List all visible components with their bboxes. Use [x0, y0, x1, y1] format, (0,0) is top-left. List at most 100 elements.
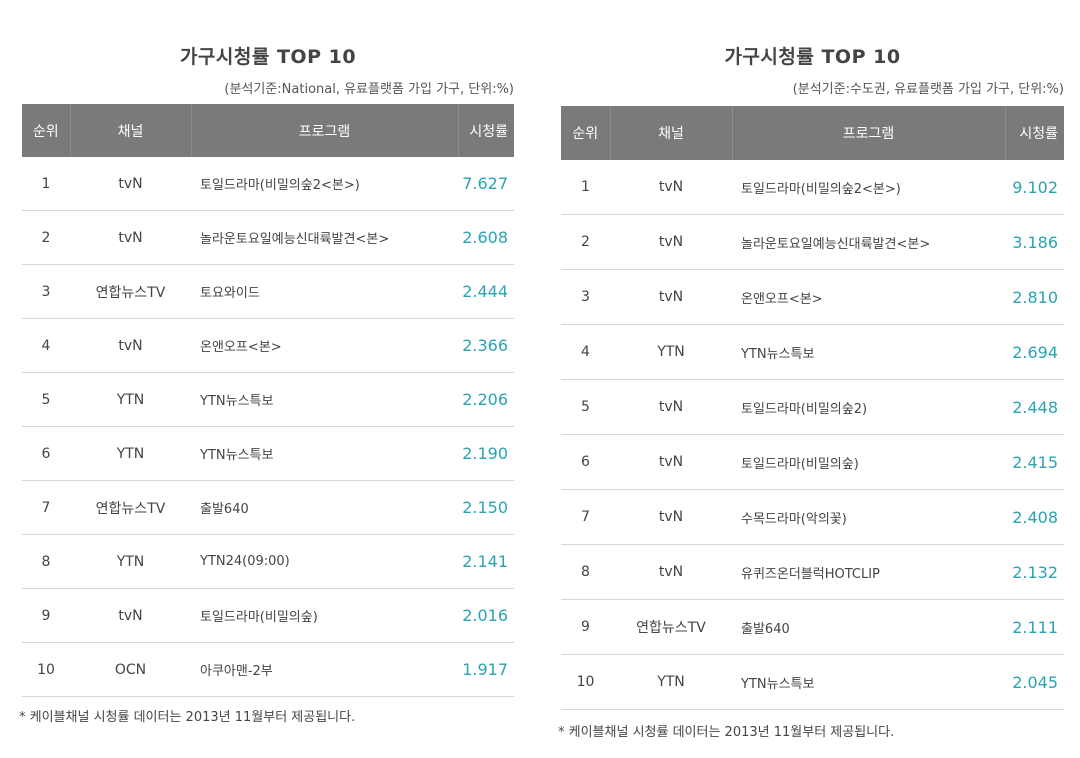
table-row: 7 tvN 수목드라마(악의꽃) 2.408: [561, 489, 1064, 545]
table-row: 5 tvN 토일드라마(비밀의숲2) 2.448: [561, 379, 1064, 435]
table-row: 10 YTN YTN뉴스특보 2.045: [561, 654, 1064, 710]
program-cell: 토일드라마(비밀의숲): [191, 588, 458, 643]
footnote: * 케이블채널 시청률 데이터는 2013년 11월부터 제공됩니다.: [558, 725, 895, 740]
table-row: 10 OCN 아쿠아맨-2부 1.917: [22, 642, 514, 697]
table-row: 6 tvN 토일드라마(비밀의숲) 2.415: [561, 434, 1064, 490]
footnote: * 케이블채널 시청률 데이터는 2013년 11월부터 제공됩니다.: [19, 710, 356, 725]
table-row: 6 YTN YTN뉴스특보 2.190: [22, 426, 514, 481]
program-cell: 출발640: [732, 599, 1005, 655]
rating-cell: 2.444: [458, 264, 514, 319]
channel-cell: tvN: [610, 434, 732, 490]
rating-cell: 2.190: [458, 426, 514, 481]
channel-cell: YTN: [70, 534, 191, 589]
ratings-table: 순위 채널 프로그램 시청률 1 tvN 토일드라마(비밀의숲2<본>) 9.102 2…: [561, 106, 1064, 710]
rating-cell: 2.366: [458, 318, 514, 373]
program-cell: 아쿠아맨-2부: [191, 642, 458, 697]
header-channel: 채널: [70, 104, 192, 157]
channel-cell: tvN: [70, 210, 191, 265]
rank-cell: 3: [561, 269, 610, 325]
channel-cell: tvN: [610, 544, 732, 600]
table-header-row: 순위 채널 프로그램 시청률: [561, 106, 1064, 160]
rating-cell: 2.045: [1005, 654, 1064, 710]
rank-cell: 10: [561, 654, 610, 710]
rating-cell: 2.408: [1005, 489, 1064, 545]
rating-cell: 7.627: [458, 157, 514, 211]
rank-cell: 2: [561, 214, 610, 270]
panel-title: 가구시청률 TOP 10: [179, 46, 357, 68]
program-cell: 출발640: [191, 480, 458, 535]
rank-cell: 1: [22, 157, 70, 211]
header-channel: 채널: [610, 106, 733, 160]
rating-cell: 2.016: [458, 588, 514, 643]
panel-title: 가구시청률 TOP 10: [724, 46, 901, 68]
program-cell: 유퀴즈온더블럭HOTCLIP: [732, 544, 1005, 600]
table-row: 9 연합뉴스TV 출발640 2.111: [561, 599, 1064, 655]
program-cell: 토일드라마(비밀의숲): [732, 434, 1005, 490]
rating-cell: 2.141: [458, 534, 514, 589]
program-cell: YTN뉴스특보: [732, 654, 1005, 710]
ratings-table: 순위 채널 프로그램 시청률 1 tvN 토일드라마(비밀의숲2<본>) 7.627 2…: [22, 104, 514, 697]
rank-cell: 4: [22, 318, 70, 373]
program-cell: YTN24(09:00): [191, 534, 458, 589]
table-row: 4 YTN YTN뉴스특보 2.694: [561, 324, 1064, 380]
rank-cell: 9: [561, 599, 610, 655]
table-row: 8 tvN 유퀴즈온더블럭HOTCLIP 2.132: [561, 544, 1064, 600]
table-header-row: 순위 채널 프로그램 시청률: [22, 104, 514, 157]
program-cell: 토일드라마(비밀의숲2<본>): [191, 157, 458, 211]
panel-subtitle: (분석기준:National, 유료플랫폼 가입 가구, 단위:%): [224, 82, 514, 97]
rank-cell: 7: [22, 480, 70, 535]
rating-cell: 2.132: [1005, 544, 1064, 600]
channel-cell: 연합뉴스TV: [610, 599, 732, 655]
channel-cell: tvN: [610, 214, 732, 270]
program-cell: YTN뉴스특보: [191, 372, 458, 427]
rating-cell: 2.448: [1005, 379, 1064, 435]
table-row: 2 tvN 놀라운토요일예능신대륙발견<본> 3.186: [561, 214, 1064, 270]
channel-cell: tvN: [70, 588, 191, 643]
table-row: 9 tvN 토일드라마(비밀의숲) 2.016: [22, 588, 514, 643]
table-row: 3 연합뉴스TV 토요와이드 2.444: [22, 264, 514, 319]
rating-cell: 3.186: [1005, 214, 1064, 270]
channel-cell: YTN: [610, 324, 732, 380]
header-program: 프로그램: [191, 104, 459, 157]
channel-cell: tvN: [70, 318, 191, 373]
header-rating: 시청률: [458, 104, 514, 157]
channel-cell: YTN: [610, 654, 732, 710]
header-program: 프로그램: [732, 106, 1006, 160]
rating-cell: 2.111: [1005, 599, 1064, 655]
table-row: 1 tvN 토일드라마(비밀의숲2<본>) 7.627: [22, 157, 514, 211]
channel-cell: tvN: [610, 160, 732, 215]
rank-cell: 4: [561, 324, 610, 380]
header-rank: 순위: [22, 104, 71, 157]
rank-cell: 6: [22, 426, 70, 481]
table-row: 5 YTN YTN뉴스특보 2.206: [22, 372, 514, 427]
rating-cell: 1.917: [458, 642, 514, 697]
program-cell: YTN뉴스특보: [191, 426, 458, 481]
rating-cell: 2.206: [458, 372, 514, 427]
rank-cell: 7: [561, 489, 610, 545]
table-row: 7 연합뉴스TV 출발640 2.150: [22, 480, 514, 535]
table-row: 3 tvN 온앤오프<본> 2.810: [561, 269, 1064, 325]
rating-cell: 2.150: [458, 480, 514, 535]
panel-subtitle: (분석기준:수도권, 유료플랫폼 가입 가구, 단위:%): [792, 82, 1064, 97]
rank-cell: 9: [22, 588, 70, 643]
rank-cell: 8: [22, 534, 70, 589]
rating-cell: 9.102: [1005, 160, 1064, 215]
program-cell: 토일드라마(비밀의숲2): [732, 379, 1005, 435]
channel-cell: tvN: [610, 379, 732, 435]
program-cell: 놀라운토요일예능신대륙발견<본>: [191, 210, 458, 265]
program-cell: 수목드라마(악의꽃): [732, 489, 1005, 545]
rating-cell: 2.694: [1005, 324, 1064, 380]
rank-cell: 3: [22, 264, 70, 319]
program-cell: 놀라운토요일예능신대륙발견<본>: [732, 214, 1005, 270]
channel-cell: YTN: [70, 426, 191, 481]
program-cell: 온앤오프<본>: [191, 318, 458, 373]
program-cell: YTN뉴스특보: [732, 324, 1005, 380]
program-cell: 토일드라마(비밀의숲2<본>): [732, 160, 1005, 215]
rank-cell: 6: [561, 434, 610, 490]
rank-cell: 5: [22, 372, 70, 427]
channel-cell: tvN: [610, 489, 732, 545]
table-row: 1 tvN 토일드라마(비밀의숲2<본>) 9.102: [561, 160, 1064, 215]
table-row: 2 tvN 놀라운토요일예능신대륙발견<본> 2.608: [22, 210, 514, 265]
table-row: 8 YTN YTN24(09:00) 2.141: [22, 534, 514, 589]
channel-cell: tvN: [610, 269, 732, 325]
